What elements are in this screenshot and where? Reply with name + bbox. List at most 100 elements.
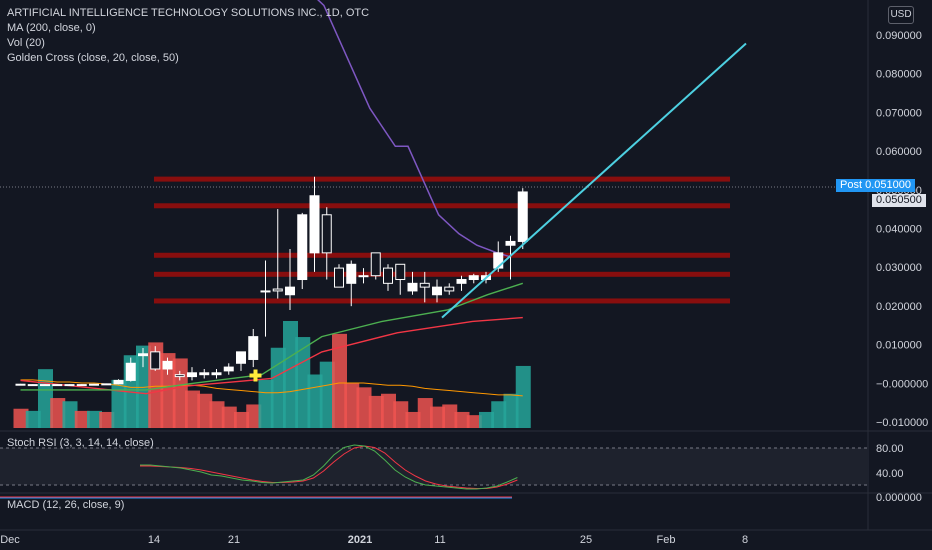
price-tick-label: 0.010000 xyxy=(876,340,922,352)
candle-body xyxy=(517,191,528,242)
candle-body xyxy=(346,263,357,284)
candle-body xyxy=(89,383,99,386)
candle-body xyxy=(370,252,381,277)
candle-body xyxy=(101,383,112,386)
stoch-d-line xyxy=(140,445,518,489)
candle-body xyxy=(76,384,87,387)
volume-bar xyxy=(393,401,409,428)
stoch-tick-label: 80.00 xyxy=(876,443,904,455)
price-tick-label: 0.070000 xyxy=(876,107,922,119)
ma20-line xyxy=(20,282,524,391)
candle-body xyxy=(321,214,332,254)
volume-bar xyxy=(160,353,176,428)
post-value: 0.051000 xyxy=(865,179,911,191)
volume-bar xyxy=(209,401,225,428)
candle-body xyxy=(456,279,467,284)
volume-bar xyxy=(13,408,29,428)
price-tick-label: −0.010000 xyxy=(876,417,928,429)
volume-bar xyxy=(491,401,507,428)
time-tick-label: Feb xyxy=(657,534,676,546)
price-level-band xyxy=(154,252,730,258)
candle-body xyxy=(407,282,418,292)
volume-bar xyxy=(417,398,433,428)
volume-bar xyxy=(50,398,66,428)
candle-body xyxy=(272,288,283,292)
volume-bar xyxy=(62,401,78,428)
volume-bar xyxy=(197,393,213,428)
candle-body xyxy=(297,214,308,281)
candle-body xyxy=(236,351,246,364)
trendline xyxy=(441,42,747,319)
candle-body xyxy=(211,372,222,376)
candle-body xyxy=(383,267,393,284)
candle-body xyxy=(468,275,479,281)
volume-bar xyxy=(356,387,372,428)
volume-bar xyxy=(74,410,90,428)
candle-body xyxy=(40,384,50,387)
volume-bar xyxy=(185,390,200,428)
volume-bar xyxy=(344,383,360,428)
time-tick-label: 14 xyxy=(148,534,160,546)
time-tick-label: 25 xyxy=(580,534,592,546)
price-tick-label: 0.040000 xyxy=(876,224,922,236)
candle-body xyxy=(358,275,369,278)
legend-volume[interactable]: Vol (20) xyxy=(7,37,45,49)
candle-body xyxy=(223,366,234,372)
volume-bar xyxy=(454,411,470,428)
chart-legend: ARTIFICIAL INTELLIGENCE TECHNOLOGY SOLUT… xyxy=(7,6,369,66)
price-tick-label: 0.090000 xyxy=(876,30,922,42)
candle-body xyxy=(505,240,516,246)
legend-golden-cross[interactable]: Golden Cross (close, 20, close, 50) xyxy=(7,52,179,64)
stoch-rsi-legend[interactable]: Stoch RSI (3, 3, 14, 14, close) xyxy=(7,437,154,449)
volume-bar xyxy=(234,411,249,428)
stoch-band xyxy=(0,448,868,485)
candle-body xyxy=(285,286,295,296)
volume-bar xyxy=(466,415,482,428)
price-tick-label: 0.020000 xyxy=(876,301,922,313)
price-level-band xyxy=(154,271,730,277)
chart-title: ARTIFICIAL INTELLIGENCE TECHNOLOGY SOLUT… xyxy=(7,7,370,19)
candle-body xyxy=(248,336,259,360)
candle-body xyxy=(52,384,63,387)
ma50-line xyxy=(20,316,523,395)
macd-legend[interactable]: MACD (12, 26, close, 9) xyxy=(7,499,125,511)
candle-body xyxy=(125,362,136,381)
candle-body xyxy=(334,267,344,288)
price-tick-label: 0.080000 xyxy=(876,69,922,81)
stoch-tick-label: 40.00 xyxy=(876,468,904,480)
time-tick-label: 8 xyxy=(742,534,748,546)
stoch-k-line xyxy=(140,444,518,490)
volume-bar xyxy=(270,347,286,428)
volume-bar xyxy=(25,410,41,428)
candle-body xyxy=(309,195,320,254)
volume-bar xyxy=(515,365,531,428)
candle-body xyxy=(199,372,210,376)
volume-bar xyxy=(503,393,519,428)
volume-bar xyxy=(99,411,115,428)
candle-body xyxy=(162,360,173,370)
volume-bar xyxy=(258,379,274,428)
volume-bar xyxy=(87,410,102,428)
volume-bar xyxy=(246,404,262,428)
price-tick-label: −0.000000 xyxy=(876,378,928,390)
currency-button[interactable]: USD xyxy=(888,6,914,24)
last-price-tag: 0.050500 xyxy=(872,194,926,207)
candle-body xyxy=(64,384,75,387)
price-tick-label: 0.060000 xyxy=(876,146,922,158)
price-tick-label: 0.030000 xyxy=(876,262,922,274)
candle-body xyxy=(419,282,430,288)
candle-body xyxy=(395,263,406,281)
legend-ma200[interactable]: MA (200, close, 0) xyxy=(7,22,96,34)
candle-body xyxy=(27,384,38,387)
candle-body xyxy=(150,351,161,370)
volume-bar xyxy=(221,406,237,428)
candle-body xyxy=(138,353,148,357)
price-level-band xyxy=(154,203,730,209)
volume-bar xyxy=(332,333,347,428)
post-price-tag: Post 0.051000 xyxy=(836,179,915,192)
candle-body xyxy=(432,286,442,296)
volume-bar xyxy=(442,404,458,428)
volume-bar xyxy=(479,411,494,428)
candle-body xyxy=(187,372,197,378)
